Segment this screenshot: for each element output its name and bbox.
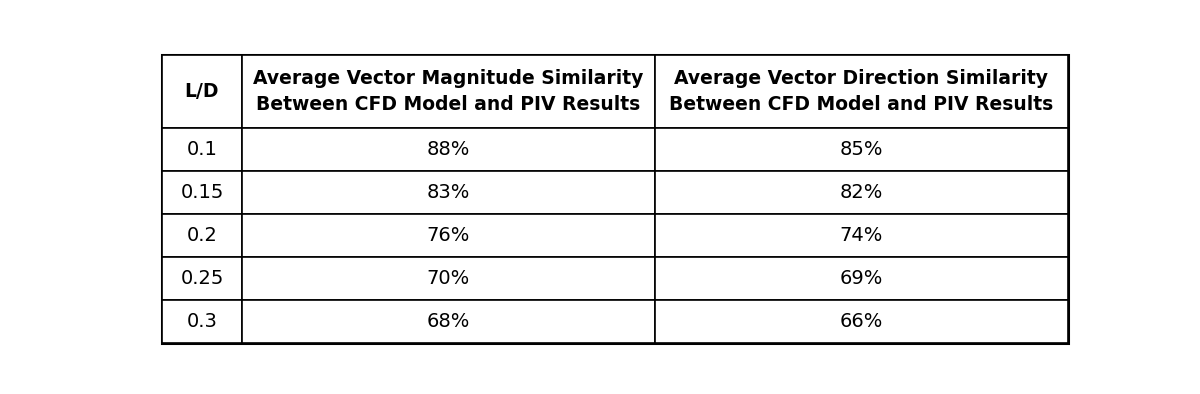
Text: 83%: 83% bbox=[427, 183, 470, 202]
Text: 85%: 85% bbox=[840, 140, 883, 159]
Text: 82%: 82% bbox=[840, 183, 883, 202]
Text: Average Vector Magnitude Similarity
Between CFD Model and PIV Results: Average Vector Magnitude Similarity Betw… bbox=[253, 69, 643, 114]
Text: 0.3: 0.3 bbox=[186, 312, 217, 331]
Text: 70%: 70% bbox=[427, 269, 470, 288]
Bar bbox=[162, 128, 242, 171]
Text: 0.1: 0.1 bbox=[186, 140, 217, 159]
Bar bbox=[162, 257, 242, 300]
Text: 68%: 68% bbox=[427, 312, 470, 331]
Bar bbox=[242, 300, 655, 343]
Bar bbox=[162, 214, 242, 257]
Bar bbox=[162, 300, 242, 343]
Bar bbox=[242, 171, 655, 214]
Text: L/D: L/D bbox=[185, 82, 220, 101]
Text: Average Vector Direction Similarity
Between CFD Model and PIV Results: Average Vector Direction Similarity Betw… bbox=[670, 69, 1054, 114]
Bar bbox=[655, 171, 1068, 214]
Bar bbox=[655, 214, 1068, 257]
Text: 76%: 76% bbox=[427, 226, 470, 245]
Bar bbox=[162, 171, 242, 214]
Bar bbox=[242, 55, 655, 128]
Text: 0.15: 0.15 bbox=[180, 183, 223, 202]
Text: 74%: 74% bbox=[840, 226, 883, 245]
Text: 0.25: 0.25 bbox=[180, 269, 223, 288]
Bar bbox=[242, 257, 655, 300]
Text: 88%: 88% bbox=[427, 140, 470, 159]
Bar bbox=[242, 128, 655, 171]
Bar bbox=[655, 300, 1068, 343]
Bar bbox=[162, 55, 242, 128]
Text: 69%: 69% bbox=[840, 269, 883, 288]
Text: 66%: 66% bbox=[840, 312, 883, 331]
Bar bbox=[242, 214, 655, 257]
Bar bbox=[655, 55, 1068, 128]
Text: 0.2: 0.2 bbox=[186, 226, 217, 245]
Bar bbox=[655, 128, 1068, 171]
Bar bbox=[655, 257, 1068, 300]
